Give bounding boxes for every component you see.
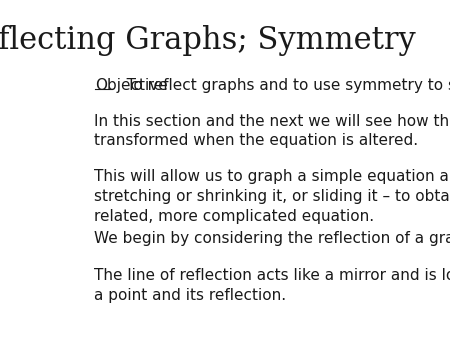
Text: The line of reflection acts like a mirror and is located halfway between
a point: The line of reflection acts like a mirro…: [94, 268, 450, 303]
Text: This will allow us to graph a simple equation and – by reflecting it,
stretching: This will allow us to graph a simple equ…: [94, 169, 450, 224]
Text: 4.3 Reflecting Graphs; Symmetry: 4.3 Reflecting Graphs; Symmetry: [0, 25, 416, 56]
Text: In this section and the next we will see how the graph of an equation is
transfo: In this section and the next we will see…: [94, 114, 450, 148]
Text: To reflect graphs and to use symmetry to sketch graphs.: To reflect graphs and to use symmetry to…: [112, 78, 450, 94]
Text: Objective: Objective: [95, 78, 168, 94]
Text: We begin by considering the reflection of a graph in a line.: We begin by considering the reflection o…: [94, 231, 450, 246]
